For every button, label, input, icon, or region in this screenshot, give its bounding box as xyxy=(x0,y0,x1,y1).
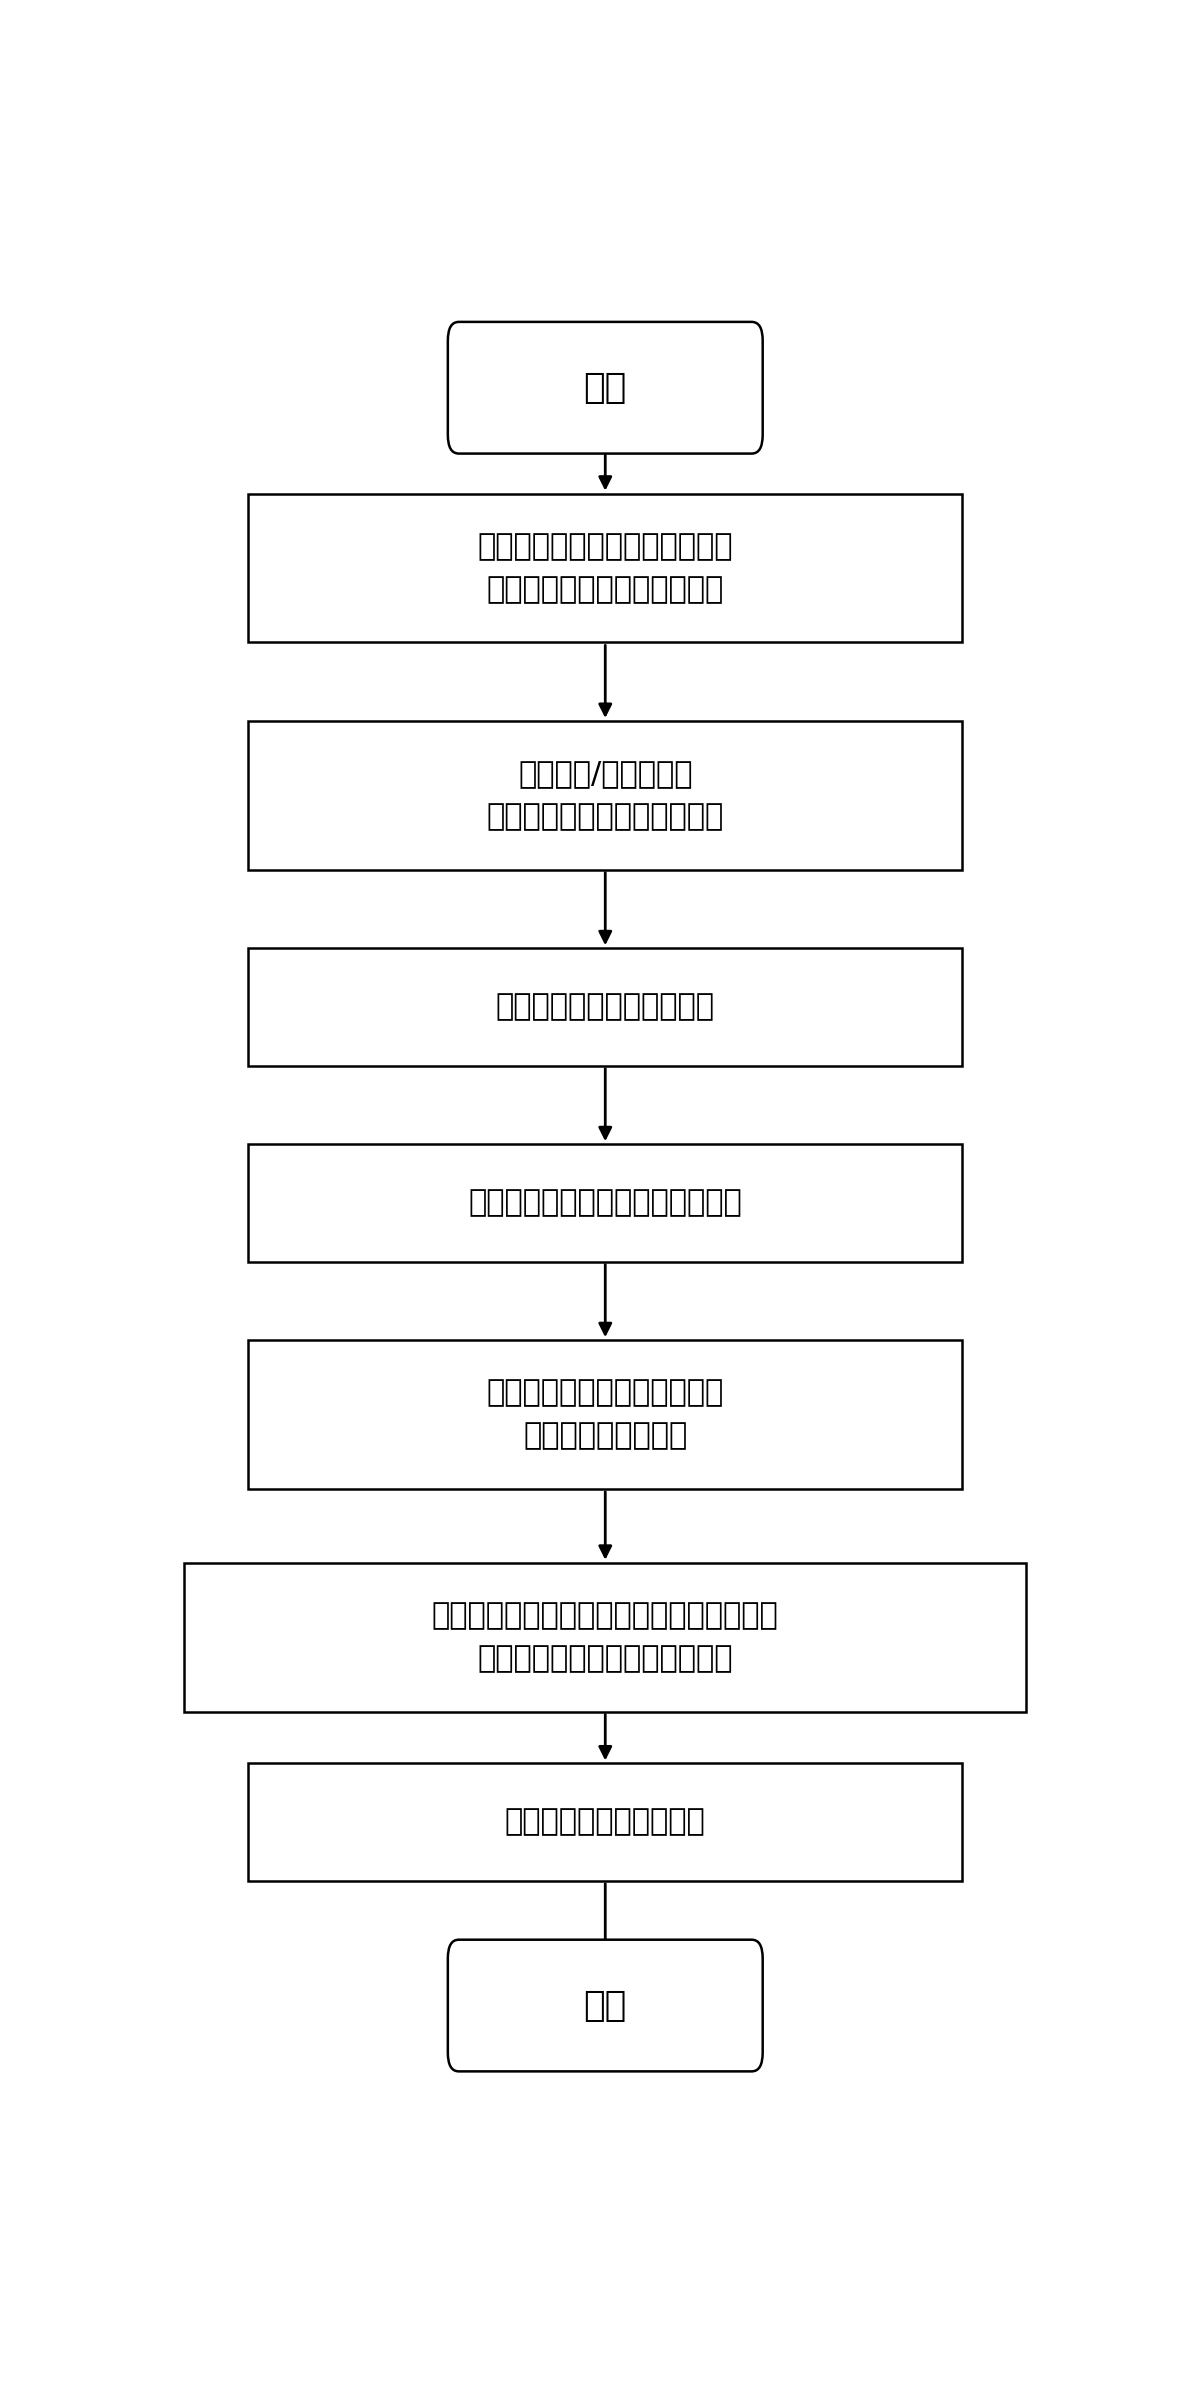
Text: 计算各微段单元在一个周期内
任一时刻拖曳力做功: 计算各微段单元在一个周期内 任一时刻拖曳力做功 xyxy=(487,1379,724,1451)
FancyBboxPatch shape xyxy=(248,948,963,1065)
FancyBboxPatch shape xyxy=(184,1563,1026,1713)
FancyBboxPatch shape xyxy=(248,722,963,869)
Text: 结束: 结束 xyxy=(583,1989,627,2022)
Text: 有限元法/集中质量法
计算各微段节点的位置、速度: 有限元法/集中质量法 计算各微段节点的位置、速度 xyxy=(487,760,724,831)
FancyBboxPatch shape xyxy=(248,1143,963,1262)
FancyBboxPatch shape xyxy=(248,1341,963,1489)
Text: 把整根锚泊线划分成若干微段，
一个运动周期划分成若干子步: 把整根锚泊线划分成若干微段， 一个运动周期划分成若干子步 xyxy=(477,531,733,605)
FancyBboxPatch shape xyxy=(248,1763,963,1882)
Text: 计算等效线性化阻尼系数: 计算等效线性化阻尼系数 xyxy=(505,1808,705,1837)
FancyBboxPatch shape xyxy=(448,322,763,453)
FancyBboxPatch shape xyxy=(248,493,963,643)
Text: 计算各微段单元速度、角度: 计算各微段单元速度、角度 xyxy=(496,993,715,1022)
Text: 对所有单元在一个周期内拖曳力做功求和，
即为一个周期内锚泊线耗散能量: 对所有单元在一个周期内拖曳力做功求和， 即为一个周期内锚泊线耗散能量 xyxy=(432,1601,778,1672)
Text: 开始: 开始 xyxy=(583,372,627,405)
Text: 计算各微段单元法向和切向拖曳力: 计算各微段单元法向和切向拖曳力 xyxy=(469,1189,742,1217)
FancyBboxPatch shape xyxy=(448,1939,763,2072)
